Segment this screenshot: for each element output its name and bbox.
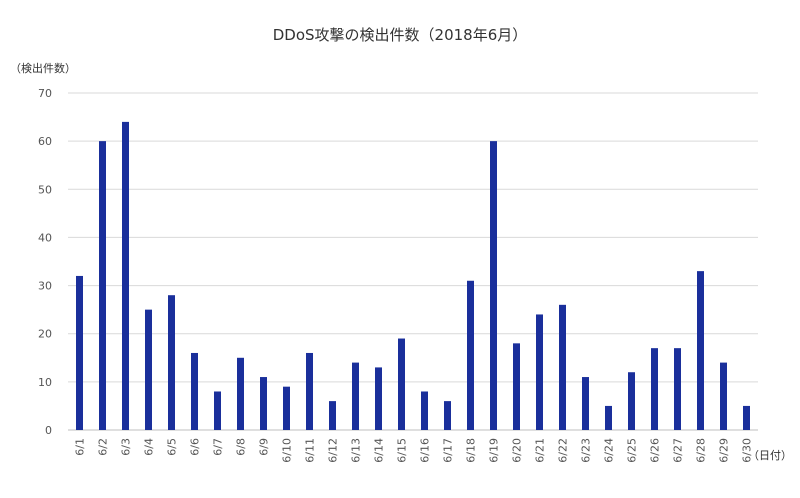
x-tick-label: 6/1 bbox=[74, 438, 87, 456]
x-tick-label: 6/5 bbox=[166, 438, 179, 456]
bar bbox=[605, 405, 612, 430]
x-tick-label: 6/23 bbox=[580, 438, 593, 463]
bar bbox=[559, 304, 566, 430]
x-tick-label: 6/26 bbox=[649, 438, 662, 463]
bar bbox=[329, 401, 336, 430]
x-tick-label: 6/7 bbox=[212, 438, 225, 456]
x-tick-label: 6/10 bbox=[281, 438, 294, 463]
bar bbox=[720, 362, 727, 430]
bar bbox=[651, 348, 658, 430]
bar bbox=[214, 391, 221, 430]
bar bbox=[582, 377, 589, 430]
bar bbox=[513, 343, 520, 430]
x-tick-label: 6/6 bbox=[189, 438, 202, 456]
x-tick-label: 6/27 bbox=[672, 438, 685, 463]
x-tick-label: 6/29 bbox=[718, 438, 731, 463]
bar bbox=[628, 372, 635, 430]
x-tick-label: 6/14 bbox=[373, 438, 386, 463]
bar bbox=[674, 348, 681, 430]
x-tick-label: 6/11 bbox=[304, 438, 317, 463]
bar bbox=[697, 271, 704, 430]
bar bbox=[398, 338, 405, 430]
x-tick-label: 6/16 bbox=[419, 438, 432, 463]
bar bbox=[145, 309, 152, 430]
x-tick-label: 6/30 bbox=[741, 438, 754, 463]
x-tick-label: 6/15 bbox=[396, 438, 409, 463]
y-axis-label: （検出件数） bbox=[10, 61, 76, 75]
y-tick-label: 10 bbox=[38, 376, 52, 389]
chart-title: DDoS攻撃の検出件数（2018年6月） bbox=[273, 26, 528, 44]
x-tick-label: 6/28 bbox=[695, 438, 708, 463]
x-tick-label: 6/2 bbox=[97, 438, 110, 456]
x-tick-label: 6/20 bbox=[511, 438, 524, 463]
bar bbox=[76, 275, 83, 430]
y-tick-label: 20 bbox=[38, 328, 52, 341]
bar bbox=[375, 367, 382, 430]
y-tick-label: 70 bbox=[38, 87, 52, 100]
bar bbox=[421, 391, 428, 430]
gridlines bbox=[68, 92, 758, 431]
bar bbox=[260, 377, 267, 430]
x-tick-label: 6/13 bbox=[350, 438, 363, 463]
bar bbox=[283, 386, 290, 430]
bars bbox=[76, 121, 750, 430]
x-axis-label: （日付） bbox=[748, 449, 792, 462]
x-tick-label: 6/12 bbox=[327, 438, 340, 463]
bar bbox=[467, 280, 474, 430]
y-tick-label: 0 bbox=[45, 424, 52, 437]
y-tick-label: 30 bbox=[38, 280, 52, 293]
bar bbox=[490, 141, 497, 430]
bar bbox=[168, 295, 175, 430]
bar bbox=[237, 357, 244, 430]
x-tick-label: 6/19 bbox=[488, 438, 501, 463]
x-tick-label: 6/8 bbox=[235, 438, 248, 456]
x-tick-label: 6/25 bbox=[626, 438, 639, 463]
x-axis-ticks: 6/1 6/2 6/3 6/4 6/5 6/6 6/7 6/8 6/9 6/10 6/11 6/12 6… bbox=[74, 438, 754, 463]
y-tick-label: 40 bbox=[38, 231, 52, 244]
y-tick-label: 50 bbox=[38, 183, 52, 196]
x-tick-label: 6/24 bbox=[603, 438, 616, 463]
y-axis-ticks: 0 10 20 30 40 50 60 70 bbox=[38, 87, 52, 437]
bar bbox=[743, 405, 750, 430]
bar bbox=[306, 352, 313, 430]
bar bbox=[99, 141, 106, 430]
x-tick-label: 6/22 bbox=[557, 438, 570, 463]
x-tick-label: 6/3 bbox=[120, 438, 133, 456]
bar bbox=[122, 121, 129, 430]
x-tick-label: 6/9 bbox=[258, 438, 271, 456]
y-tick-label: 60 bbox=[38, 135, 52, 148]
x-tick-label: 6/4 bbox=[143, 438, 156, 456]
x-tick-label: 6/17 bbox=[442, 438, 455, 463]
x-tick-label: 6/21 bbox=[534, 438, 547, 463]
x-tick-label: 6/18 bbox=[465, 438, 478, 463]
bar bbox=[352, 362, 359, 430]
bar bbox=[191, 352, 198, 430]
bar bbox=[444, 401, 451, 430]
bar bbox=[536, 314, 543, 430]
